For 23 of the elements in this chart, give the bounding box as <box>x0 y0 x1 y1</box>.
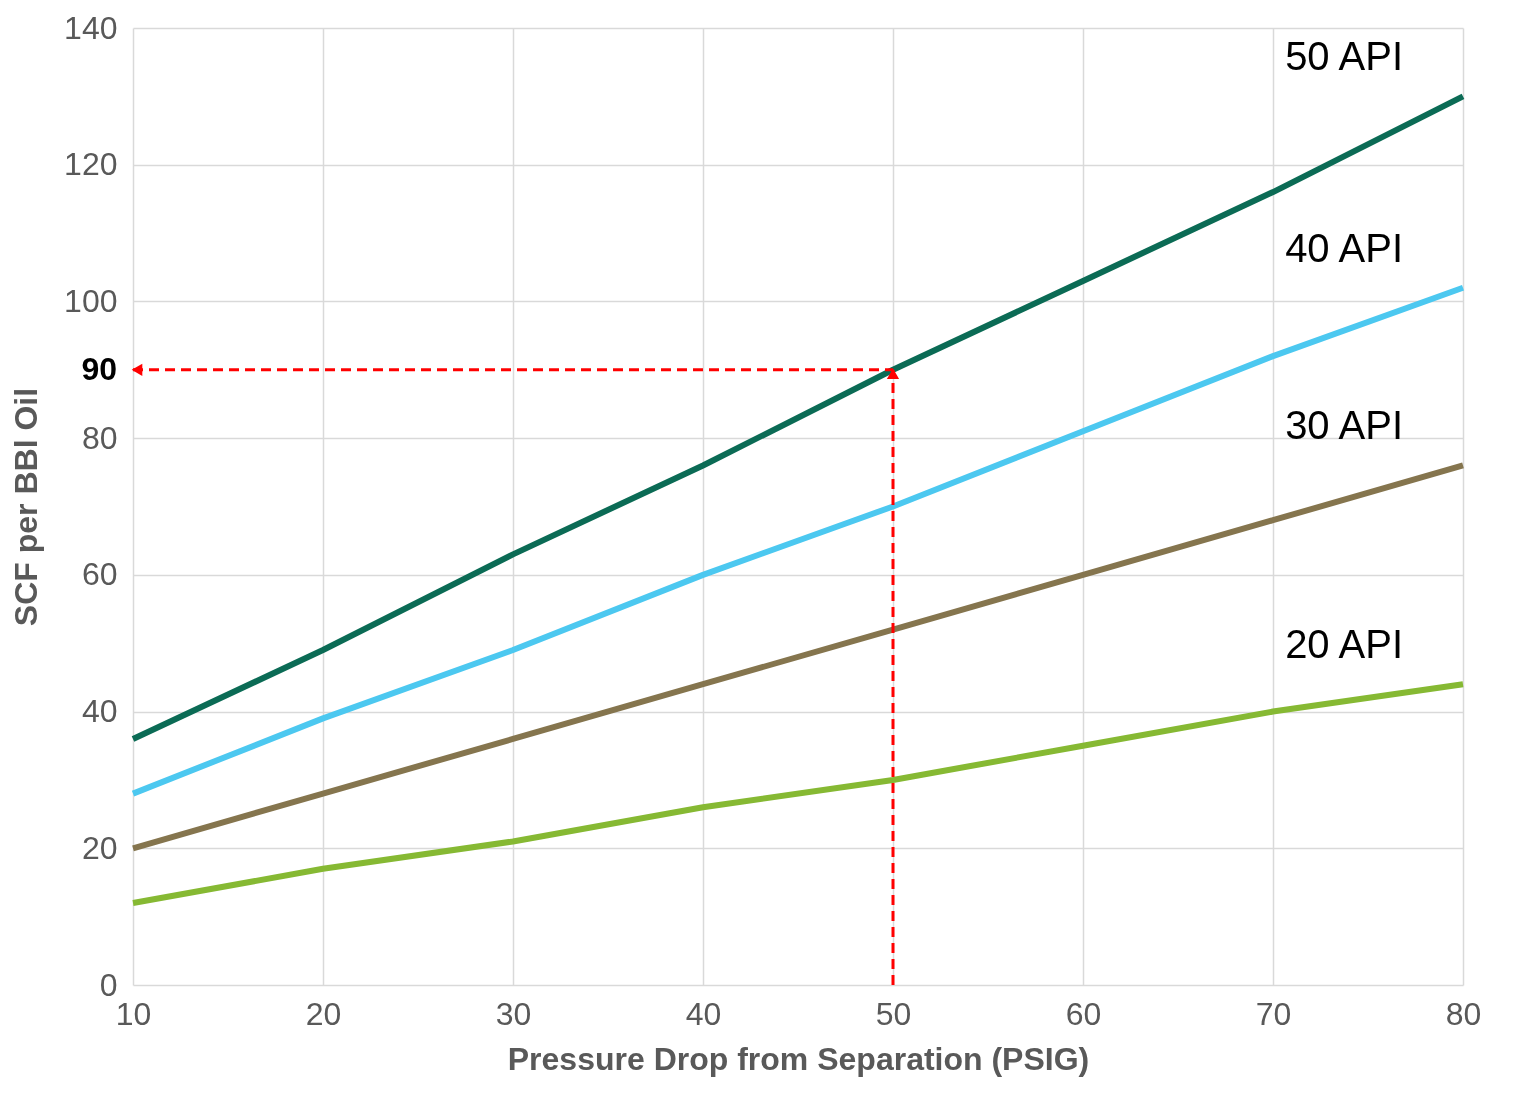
y-axis-title: SCF per BBl Oil <box>8 387 45 627</box>
y-tick-label: 60 <box>81 556 118 593</box>
x-tick-label: 50 <box>875 995 912 1032</box>
x-tick-label: 20 <box>305 995 342 1032</box>
y-tick-label: 40 <box>81 693 118 730</box>
y-tick-label: 140 <box>64 9 118 46</box>
y-tick-label: 100 <box>64 282 118 319</box>
x-tick-label: 40 <box>685 995 722 1032</box>
y-tick-label: 80 <box>81 419 118 456</box>
series-label: 20 API <box>1285 622 1403 667</box>
series-label: 40 API <box>1285 225 1403 270</box>
series-label: 50 API <box>1285 34 1403 79</box>
y-tick-label: 0 <box>99 966 118 1003</box>
x-tick-label: 80 <box>1445 995 1482 1032</box>
x-tick-label: 60 <box>1065 995 1102 1032</box>
series-label: 30 API <box>1285 403 1403 448</box>
ref-line-label: 90 <box>81 350 117 387</box>
x-tick-label: 30 <box>495 995 532 1032</box>
y-tick-label: 20 <box>81 829 118 866</box>
x-tick-label: 10 <box>115 995 152 1032</box>
x-tick-label: 70 <box>1255 995 1292 1032</box>
x-axis-title: Pressure Drop from Separation (PSIG) <box>507 1040 1090 1077</box>
y-tick-label: 120 <box>64 146 118 183</box>
